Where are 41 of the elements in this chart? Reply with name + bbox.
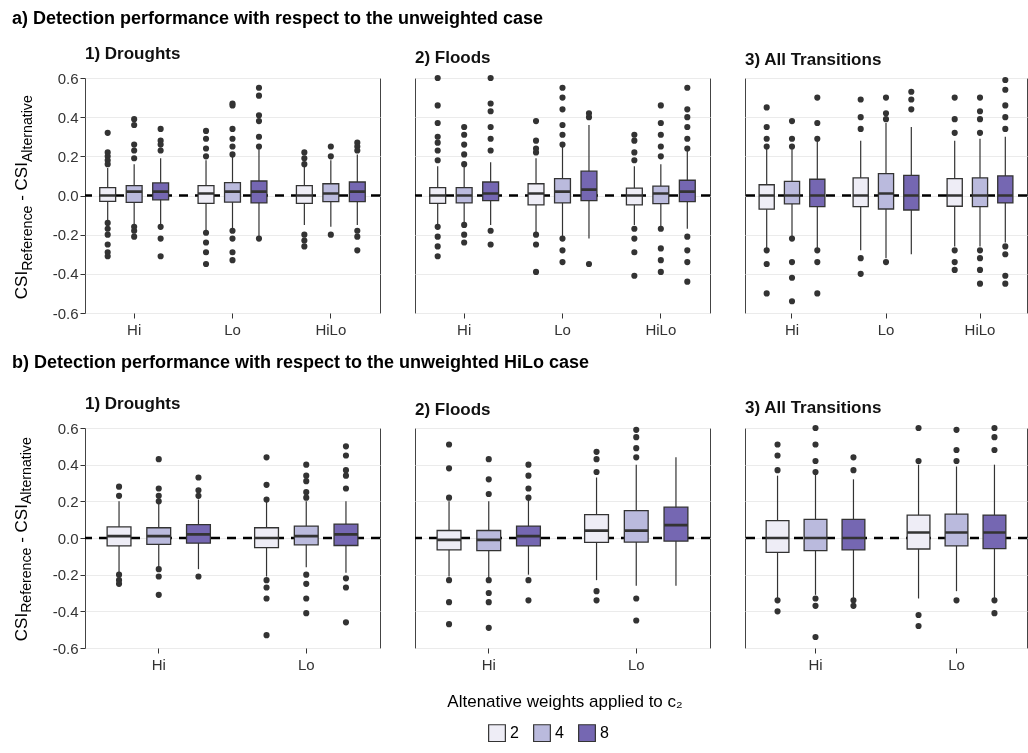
x-tick-label: Hi [481,655,496,673]
x-tick-label: Hi [127,320,142,338]
legend-title: Altenative weights applied to c₂ [446,692,684,712]
y-tick-label: 0.2 [57,492,79,510]
y-tick-label: 0.2 [57,147,79,165]
x-tick-label: Lo [877,320,895,338]
chart-title: 2) Floods [415,399,491,419]
legend-label: 8 [600,724,609,742]
y-tick-label: -0.6 [52,304,79,322]
y-tick-label: 0.4 [57,456,79,474]
text: b) Detection performance with respect to the unweighted HiLo case [12,352,590,373]
y-tick-label: -0.4 [52,602,79,620]
x-tick-label: Lo [224,320,241,338]
chart-title: 3) All Transitions [745,49,882,69]
y-tick-label: -0.4 [52,265,79,283]
y-tick-label: 0.6 [57,69,79,87]
legend-label: 4 [555,724,564,742]
chart-title: 1) Droughts [85,394,181,413]
x-tick-label: Lo [297,655,315,673]
y-tick-label: 0.0 [57,187,79,204]
x-tick-label: Hi [784,320,800,338]
chart-title: 3) All Transitions [745,397,882,417]
x-tick-label: Hi [808,655,823,673]
x-tick-label: HiLo [315,320,347,338]
text: a) Detection performance with respect to the unweighted case [12,8,544,29]
x-tick-label: Hi [151,655,166,673]
y-tick-label: 0.6 [57,419,79,437]
x-tick-label: HiLo [964,320,996,338]
y-tick-label: -0.6 [52,639,79,657]
y-tick-label: -0.2 [52,226,79,244]
x-tick-label: Lo [554,320,571,338]
x-tick-label: Lo [627,655,645,673]
chart-title: 1) Droughts [85,44,181,63]
x-tick-label: Hi [457,320,472,338]
x-tick-label: Lo [948,655,965,673]
x-tick-label: HiLo [645,320,677,338]
y-tick-label: -0.2 [52,566,79,584]
legend-label: 2 [510,724,519,742]
chart-title: 2) Floods [415,47,491,67]
y-tick-label: 0.0 [57,529,79,547]
y-tick-label: 0.4 [57,108,79,126]
